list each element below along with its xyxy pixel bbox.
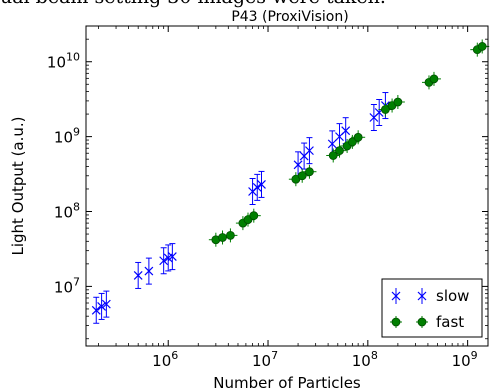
fast-data-point xyxy=(302,164,317,179)
fast-data-point xyxy=(351,130,366,145)
slow-data-point xyxy=(101,290,111,318)
fast-data-point xyxy=(378,102,393,117)
legend-box xyxy=(381,278,483,338)
fast-data-point xyxy=(426,71,441,86)
legend-x-marker xyxy=(417,291,427,301)
fast-data-point xyxy=(390,94,405,109)
circle-marker xyxy=(335,146,344,156)
circle-marker xyxy=(353,132,363,142)
x-marker xyxy=(91,305,101,315)
fast-data-point xyxy=(332,143,347,158)
circle-marker xyxy=(393,97,403,107)
x-marker xyxy=(293,160,303,170)
x-marker xyxy=(305,146,314,156)
slow-data-point xyxy=(97,292,107,320)
slow-data-point xyxy=(305,137,314,165)
slow-data-point xyxy=(133,261,143,289)
legend-circle-marker xyxy=(391,317,401,327)
circle-marker xyxy=(297,171,307,181)
fast-data-point xyxy=(295,168,310,183)
x-marker xyxy=(97,302,107,311)
slow-data-point xyxy=(369,104,379,132)
x-tick-label: 107 xyxy=(252,349,278,370)
fast-data-point xyxy=(223,228,238,243)
x-axis-label: Number of Particles xyxy=(213,374,361,391)
circle-marker xyxy=(429,74,439,84)
legend-circle-marker xyxy=(417,317,427,327)
x-marker xyxy=(167,252,177,262)
y-tick-label: 109 xyxy=(54,126,80,147)
x-marker xyxy=(101,299,111,309)
slow-data-point xyxy=(299,142,309,170)
fast-data-point xyxy=(246,208,261,223)
slow-data-point xyxy=(91,296,101,324)
circle-marker xyxy=(249,211,259,221)
y-tick-label: 108 xyxy=(54,201,80,222)
fast-data-point xyxy=(345,134,360,149)
y-tick-label: 1010 xyxy=(47,51,80,72)
x-marker xyxy=(252,182,262,192)
fast-data-point xyxy=(475,39,490,54)
caption-fragment: ual beam setting 30 images were taken. xyxy=(0,0,494,8)
slow-data-point xyxy=(163,244,173,272)
legend-label-fast: fast xyxy=(436,313,464,331)
x-tick-label: 106 xyxy=(152,349,178,370)
slow-data-point xyxy=(167,243,177,271)
legend-x-marker xyxy=(391,291,401,301)
slow-data-point xyxy=(374,98,384,126)
x-tick-label: 109 xyxy=(452,349,478,370)
series-fast xyxy=(208,39,490,247)
x-tick-label: 108 xyxy=(352,349,378,370)
circle-marker xyxy=(226,230,235,240)
x-marker xyxy=(257,179,266,189)
x-marker xyxy=(341,126,351,136)
plot-area-frame xyxy=(85,25,489,347)
x-marker xyxy=(327,139,337,149)
legend-label-slow: slow xyxy=(436,287,469,305)
slow-data-point xyxy=(159,247,169,275)
circle-marker xyxy=(347,137,357,147)
x-marker xyxy=(144,266,154,276)
y-tick-label: 107 xyxy=(54,275,80,296)
slow-data-point xyxy=(144,257,154,285)
x-marker xyxy=(133,271,143,280)
circle-marker xyxy=(218,233,227,242)
circle-marker xyxy=(328,151,338,160)
y-axis-label: Light Output (a.u.) xyxy=(9,116,27,255)
slow-data-point xyxy=(257,170,266,198)
x-marker xyxy=(159,256,169,266)
circle-marker xyxy=(477,42,487,51)
series-slow xyxy=(91,92,390,324)
fast-data-point xyxy=(326,148,341,163)
chart-title: P43 (ProxiVision) xyxy=(231,9,348,25)
circle-marker xyxy=(305,167,314,177)
slow-data-point xyxy=(252,173,262,201)
